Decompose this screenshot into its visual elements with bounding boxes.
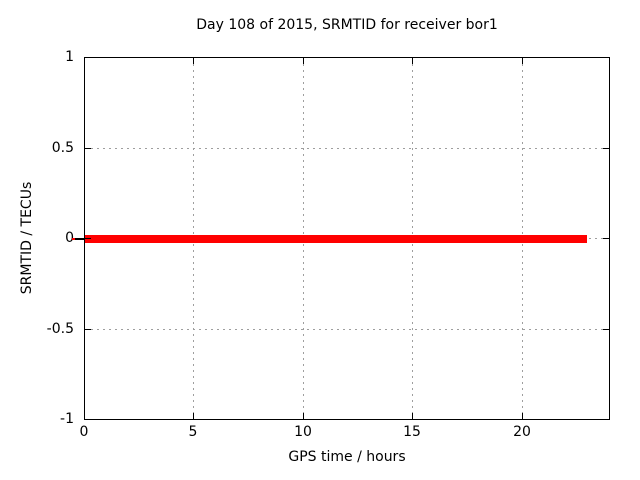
y-tick-mark-left — [85, 329, 91, 330]
x-tick-mark-top — [522, 58, 523, 64]
x-tick-mark-top — [193, 58, 194, 64]
y-tick-label: 0 — [65, 230, 74, 246]
y-tick-label: -1 — [60, 411, 74, 427]
y-tick-mark-right — [603, 238, 609, 239]
x-tick-mark-bottom — [412, 413, 413, 419]
y-tick-mark-left — [85, 238, 91, 239]
y-tick-mark-left — [85, 419, 91, 420]
x-tick-mark-top — [303, 58, 304, 64]
y-tick-mark-left — [85, 148, 91, 149]
x-axis-label: GPS time / hours — [288, 449, 406, 465]
x-tick-label: 10 — [294, 424, 312, 440]
x-tick-label: 0 — [79, 424, 89, 440]
x-tick-mark-bottom — [522, 413, 523, 419]
x-tick-mark-top — [84, 58, 85, 64]
x-tick-mark-bottom — [303, 413, 304, 419]
x-tick-label: 5 — [188, 424, 198, 440]
y-tick-mark-right — [603, 329, 609, 330]
x-tick-label: 20 — [513, 424, 531, 440]
y-tick-mark-right — [603, 57, 609, 58]
y-tick-label: 0.5 — [51, 140, 74, 156]
y-gridline — [85, 329, 609, 330]
y-tick-mark-right — [603, 148, 609, 149]
x-tick-label: 15 — [403, 424, 421, 440]
x-tick-mark-bottom — [193, 413, 194, 419]
zero-tick-outward-red — [72, 238, 75, 240]
y-tick-label: 1 — [65, 49, 74, 65]
x-tick-mark-top — [412, 58, 413, 64]
series-line-srmtid — [84, 235, 587, 243]
zero-tick-outward-black — [75, 238, 84, 240]
y-tick-mark-left — [85, 57, 91, 58]
chart-title: Day 108 of 2015, SRMTID for receiver bor… — [196, 17, 498, 33]
y-gridline — [85, 148, 609, 149]
y-tick-label: -0.5 — [46, 321, 74, 337]
y-tick-mark-right — [603, 419, 609, 420]
